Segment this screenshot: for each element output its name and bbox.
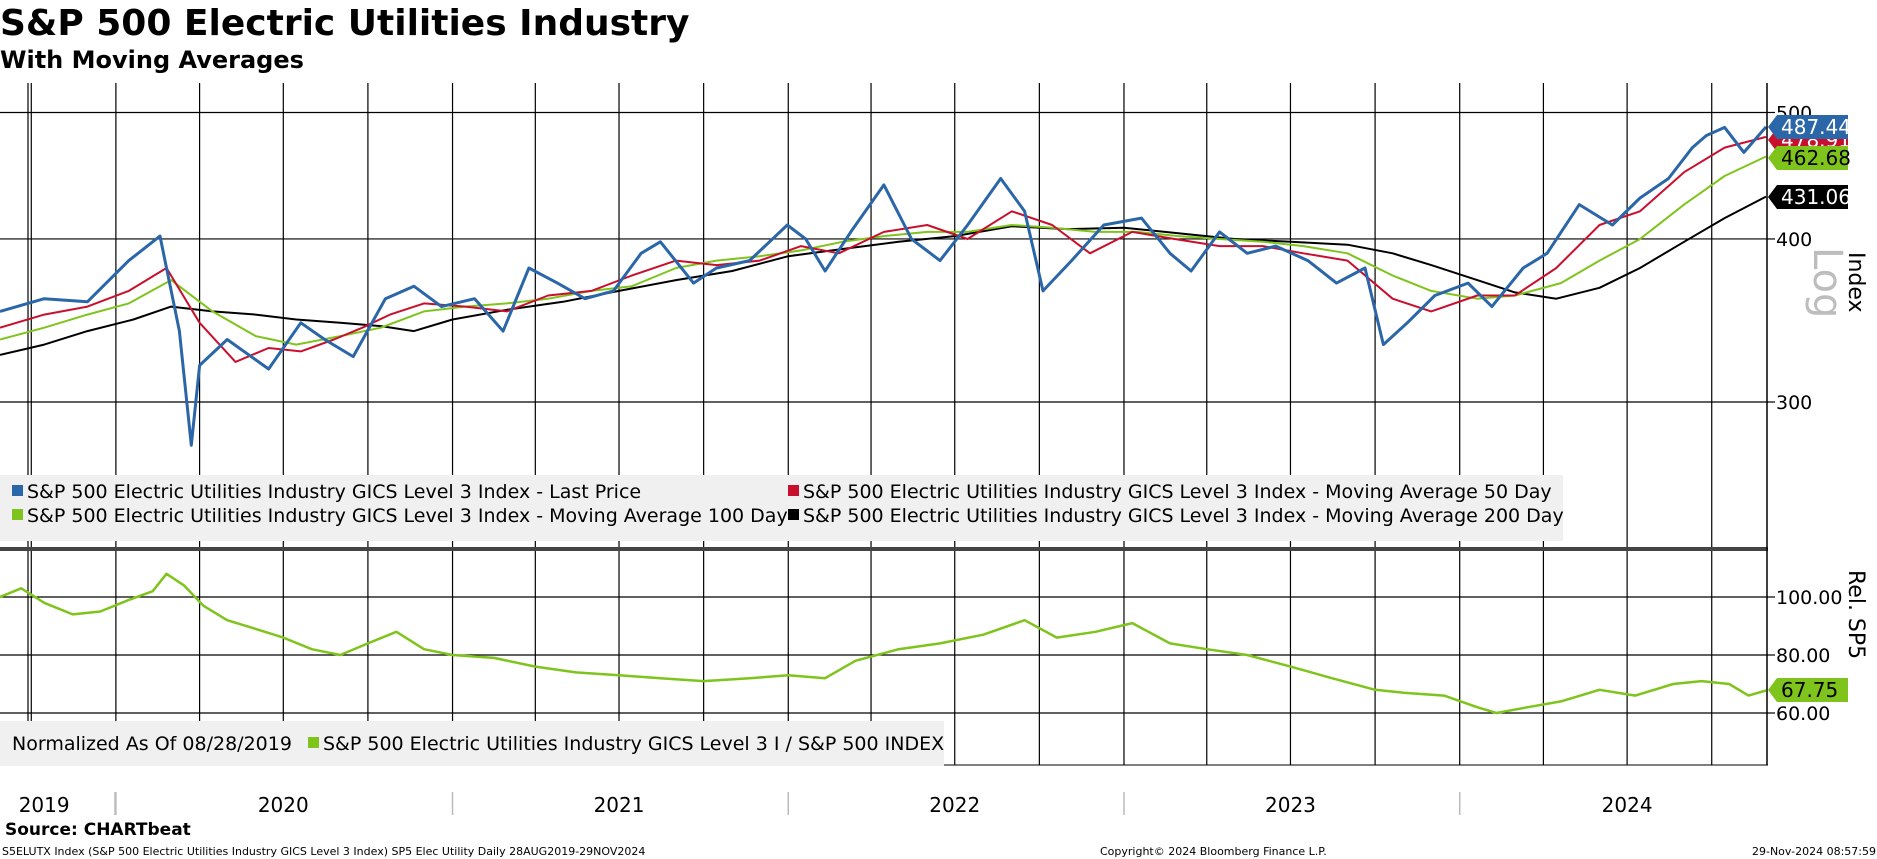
legend-entry: S&P 500 Electric Utilities Industry GICS… [27, 481, 641, 503]
last-relative-tag [1768, 678, 1848, 702]
legend-entry: S&P 500 Electric Utilities Industry GICS… [27, 505, 788, 527]
legend-box-lower [0, 721, 944, 766]
y-tick-label-lower: 100.00 [1776, 587, 1842, 609]
series-lines [0, 125, 1768, 715]
y-tick-label-upper: 300 [1776, 392, 1812, 414]
last-ma200-value: 431.06 [1781, 185, 1851, 209]
y-tick-label-upper: 400 [1776, 229, 1812, 251]
series-line-ma50 [0, 135, 1767, 363]
footer-right: 29-Nov-2024 08:57:59 [1752, 845, 1876, 858]
y-tick-label-lower: 60.00 [1776, 703, 1830, 725]
legend-normalized-label: Normalized As Of 08/28/2019 [12, 733, 292, 755]
last-relative-value: 67.75 [1781, 678, 1838, 702]
y-tick-label-lower: 80.00 [1776, 645, 1830, 667]
source-label: Source: CHARTbeat [5, 820, 191, 840]
legend-upper: S&P 500 Electric Utilities Industry GICS… [12, 481, 1564, 527]
legend-entry: S&P 500 Electric Utilities Industry GICS… [323, 733, 944, 755]
x-year-label: 2022 [929, 793, 980, 817]
x-year-label: 2019 [19, 793, 70, 817]
legend-swatch [788, 485, 799, 496]
legend-swatch [788, 509, 799, 520]
x-year-label: 2023 [1265, 793, 1316, 817]
series-line-last_price [0, 125, 1768, 447]
series-line-ma100 [0, 155, 1767, 346]
legend-swatch [12, 509, 23, 520]
last-ma100-value: 462.68 [1781, 146, 1851, 170]
legend-box-upper [0, 475, 1563, 541]
series-line-relative [0, 572, 1767, 715]
last-ma100-tag [1768, 146, 1848, 170]
chart-title: S&P 500 Electric Utilities Industry [0, 3, 689, 44]
legend-entry: S&P 500 Electric Utilities Industry GICS… [803, 481, 1552, 503]
legend-entry: S&P 500 Electric Utilities Industry GICS… [803, 505, 1564, 527]
legend-swatch [308, 737, 319, 748]
x-axis-years: 2019 2020 2021 2022 2023 2024 [19, 792, 1653, 817]
log-scale-label: Log [1804, 247, 1850, 318]
legend-lower: Normalized As Of 08/28/2019 S&P 500 Elect… [12, 733, 944, 755]
last-price-value: 487.44 [1781, 115, 1851, 139]
chart-subtitle: With Moving Averages [0, 46, 304, 74]
y-axis-label-rel: Rel. SP5 [1843, 570, 1868, 659]
x-year-label: 2021 [594, 793, 645, 817]
last-ma200-tag [1768, 185, 1848, 209]
footer-left: S5ELUTX Index (S&P 500 Electric Utilitie… [2, 845, 645, 858]
x-year-label: 2024 [1602, 793, 1653, 817]
x-year-label: 2020 [258, 793, 309, 817]
series-line-ma200 [0, 195, 1767, 356]
footer-center: Copyright© 2024 Bloomberg Finance L.P. [1100, 845, 1327, 858]
last-price-tag [1768, 115, 1848, 139]
y-axis-label-index: Index [1843, 252, 1868, 313]
legend-swatch [12, 485, 23, 496]
